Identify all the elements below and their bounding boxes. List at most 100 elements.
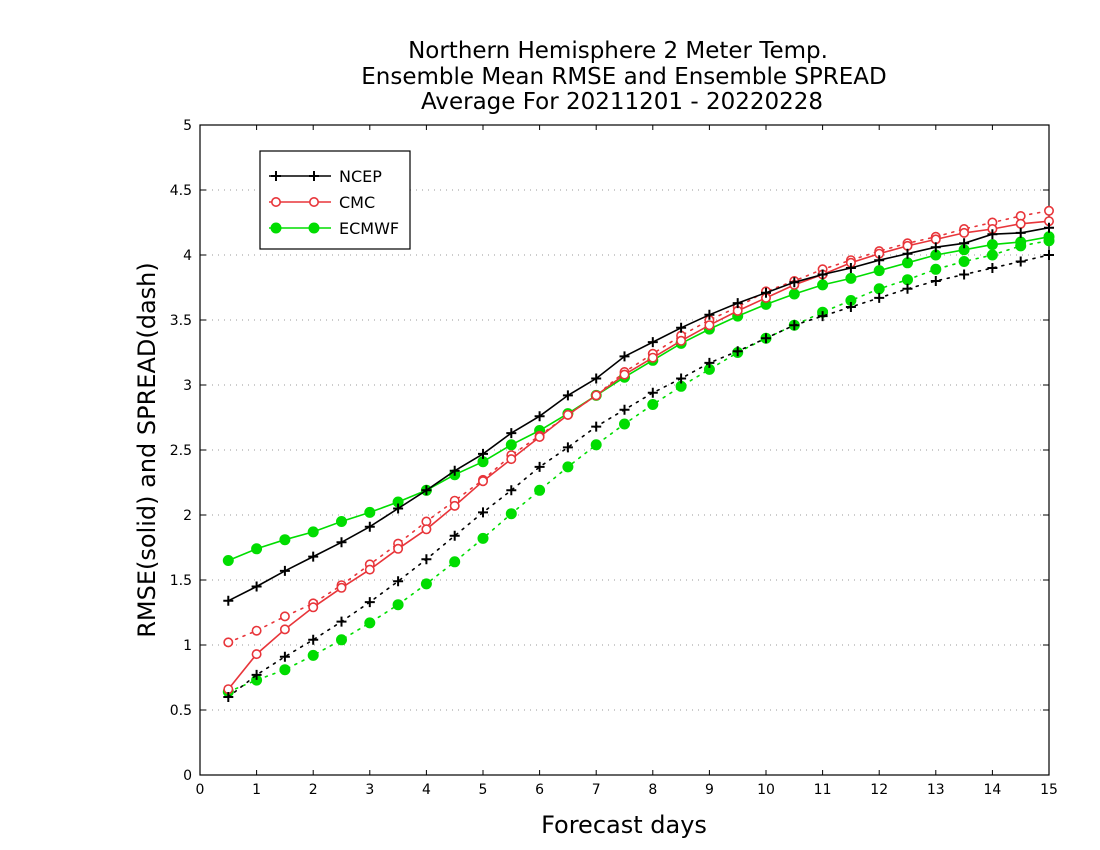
ecmwf-spread-point — [505, 508, 517, 520]
ncep-rmse-point — [562, 390, 573, 401]
ecmwf-rmse-line — [227, 236, 1050, 562]
ecmwf-spread-point — [873, 283, 885, 295]
ncep-rmse-point — [930, 242, 941, 253]
ecmwf-spread-point — [449, 556, 461, 568]
ncep-spread-point — [817, 311, 828, 322]
legend-label-ncep: NCEP — [339, 167, 382, 186]
legend-marker — [270, 197, 281, 208]
ecmwf-spread-point — [420, 578, 432, 590]
cmc-rmse-point — [421, 524, 432, 535]
ncep-spread-point — [308, 634, 319, 645]
ncep-rmse-line — [227, 226, 1050, 602]
cmc-rmse-point — [704, 320, 715, 331]
ncep-rmse-point — [704, 309, 715, 320]
ncep-spread-point — [930, 276, 941, 286]
cmc-rmse-point — [336, 582, 347, 593]
ecmwf-spread-point — [336, 634, 347, 646]
cmc-spread-point — [279, 611, 290, 622]
ncep-rmse-point — [506, 428, 517, 439]
ncep-rmse-point — [817, 269, 828, 280]
ecmwf-rmse-point — [1043, 231, 1055, 243]
x-tick-label: 14 — [983, 782, 1001, 798]
x-axis-title: Forecast days — [541, 811, 707, 839]
ecmwf-rmse-point — [1015, 236, 1027, 248]
ncep-spread-point — [478, 507, 488, 518]
cmc-rmse-point — [959, 227, 970, 238]
ncep-rmse-point — [534, 411, 545, 422]
y-tick-label: 3 — [183, 378, 192, 394]
ecmwf-rmse-point — [307, 526, 319, 538]
ecmwf-rmse-point — [873, 265, 885, 277]
legend-label-ecmwf: ECMWF — [339, 219, 399, 238]
ecmwf-spread-point — [279, 664, 291, 676]
y-tick-label: 4.5 — [170, 183, 192, 199]
title-line-3: Average For 20211201 - 20220228 — [421, 89, 823, 115]
ncep-rmse-point — [874, 255, 885, 266]
ncep-rmse-point — [223, 595, 234, 606]
ncep-rmse-point — [676, 322, 687, 333]
ecmwf-spread-point — [647, 399, 659, 410]
ecmwf-spread-point — [958, 256, 970, 267]
ncep-spread-point — [1044, 250, 1054, 260]
legend-marker — [309, 171, 319, 181]
ncep-rmse-point — [393, 503, 404, 514]
y-tick-label: 0.5 — [170, 703, 192, 719]
ecmwf-spread-point — [562, 461, 574, 473]
ncep-spread-point — [336, 616, 347, 627]
ecmwf-spread-point — [930, 263, 942, 275]
ecmwf-spread-point — [902, 274, 913, 286]
ecmwf-rmse-point — [222, 555, 234, 566]
ncep-spread-point — [364, 597, 375, 608]
ncep-spread-point — [704, 357, 715, 368]
cmc-spread-point — [223, 637, 234, 648]
ecmwf-rmse-point — [251, 543, 263, 555]
x-tick-label: 0 — [196, 782, 205, 798]
cmc-rmse-point — [308, 602, 319, 613]
x-tick-label: 4 — [422, 782, 431, 798]
cmc-rmse-point — [364, 564, 375, 575]
x-tick-label: 1 — [252, 782, 261, 798]
ncep-spread-point — [223, 692, 234, 702]
ncep-rmse-point — [619, 351, 630, 362]
ecmwf-rmse-point — [505, 439, 517, 451]
legend-label-cmc: CMC — [339, 193, 375, 212]
cmc-rmse-point — [591, 390, 602, 401]
ecmwf-spread-point — [619, 418, 630, 430]
ecmwf-spread-point — [590, 439, 602, 451]
ncep-spread-point — [449, 530, 460, 541]
ncep-spread-point — [789, 320, 800, 331]
ecmwf-rmse-point — [845, 272, 857, 284]
ncep-rmse-point — [336, 537, 347, 548]
ncep-spread-point — [874, 292, 885, 303]
y-axis-title: RMSE(solid) and SPREAD(dash) — [133, 262, 161, 638]
ncep-rmse-point — [902, 248, 913, 259]
ncep-spread-point — [761, 333, 771, 344]
ncep-rmse-point — [1015, 227, 1026, 238]
ncep-rmse-point — [732, 298, 743, 309]
ncep-rmse-point — [251, 581, 262, 592]
ecmwf-rmse-point — [364, 506, 376, 518]
ncep-rmse-point — [449, 465, 460, 476]
legend-item-ncep: NCEP — [269, 167, 382, 186]
ncep-spread-point — [251, 669, 262, 680]
x-tick-label: 7 — [592, 782, 601, 798]
series-ncep — [223, 222, 1054, 702]
x-tick-label: 10 — [757, 782, 775, 798]
ncep-spread-line — [227, 254, 1050, 698]
ncep-rmse-point — [591, 373, 602, 384]
ecmwf-spread-point — [307, 649, 319, 661]
ncep-rmse-point — [761, 287, 771, 298]
x-tick-label: 3 — [365, 782, 374, 798]
series-ecmwf — [222, 231, 1055, 698]
legend-marker — [271, 171, 281, 181]
x-tick-label: 13 — [927, 782, 945, 798]
cmc-rmse-point — [393, 543, 404, 554]
ecmwf-spread-point — [364, 617, 376, 629]
ncep-spread-point — [1015, 256, 1026, 267]
x-tick-label: 2 — [309, 782, 318, 798]
cmc-rmse-point — [477, 476, 488, 487]
title-line-2: Ensemble Mean RMSE and Ensemble SPREAD — [361, 64, 886, 90]
ncep-spread-point — [647, 387, 658, 398]
cmc-rmse-point — [506, 454, 517, 465]
